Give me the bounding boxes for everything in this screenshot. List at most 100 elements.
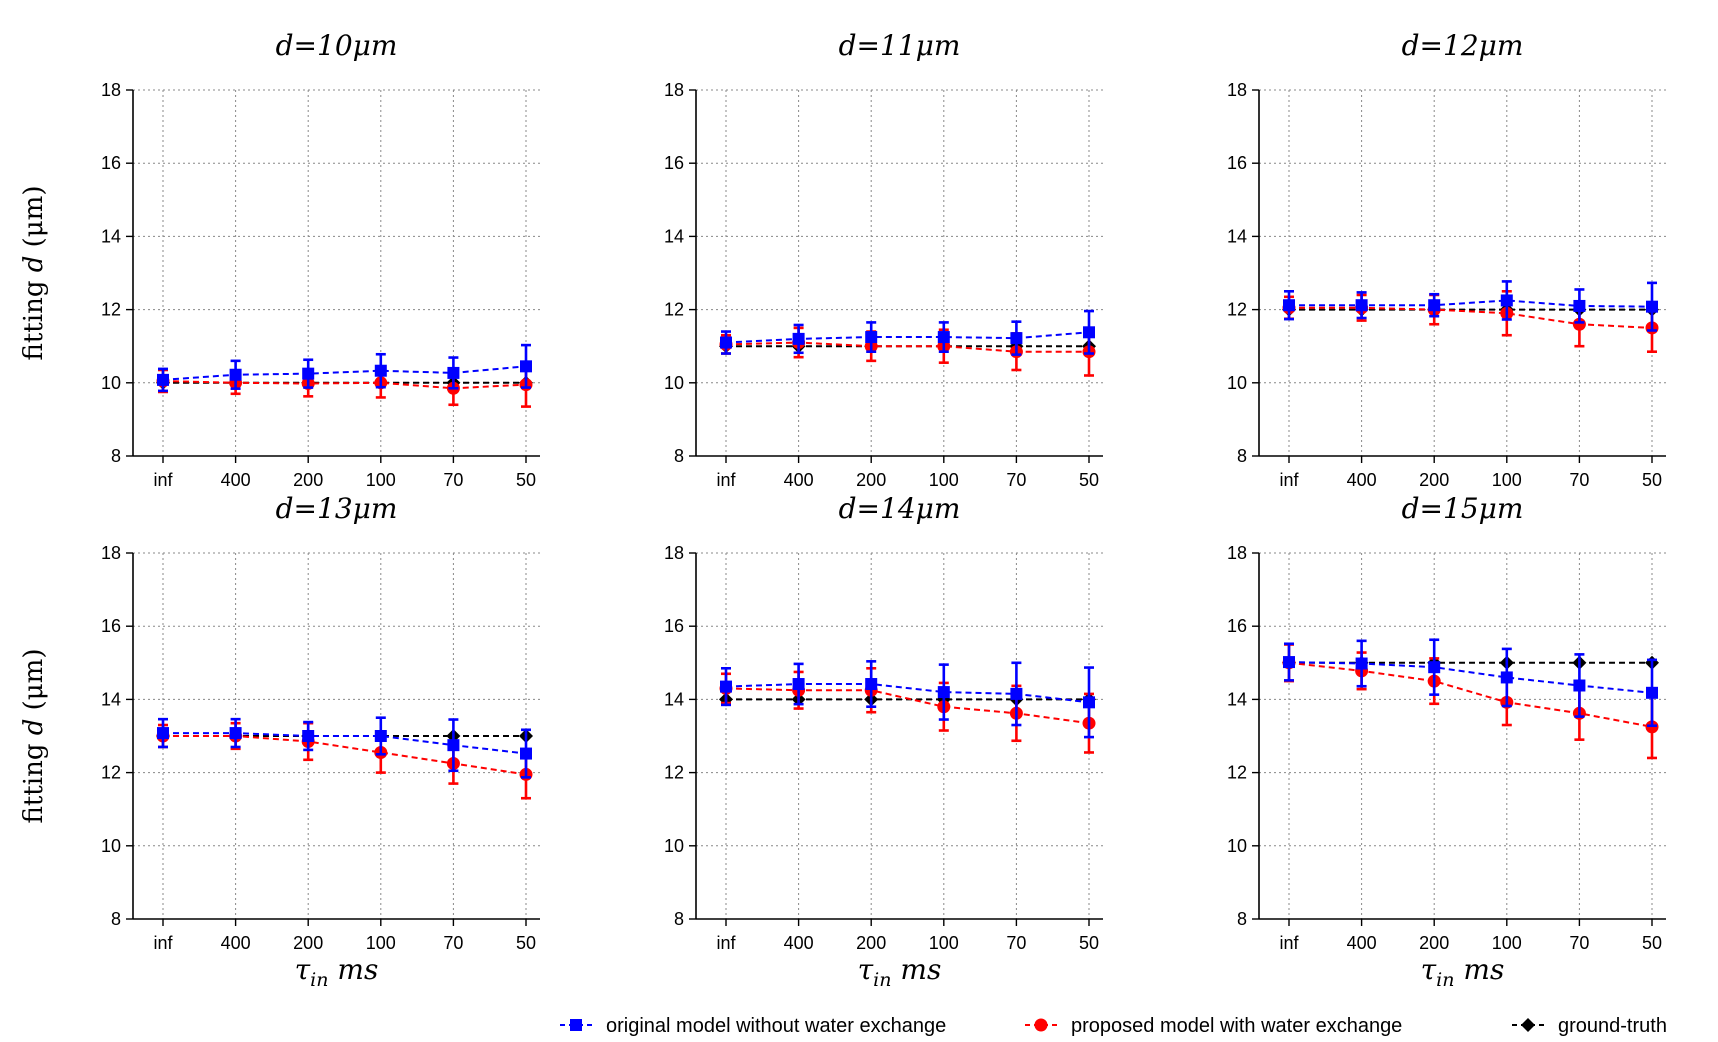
series-line-proposed: [162, 379, 527, 390]
series-original: [720, 660, 1095, 739]
x-tick-label: 100: [366, 933, 396, 953]
y-tick-label: 10: [101, 373, 121, 393]
legend-label-proposed: proposed model with water exchange: [1071, 1015, 1402, 1037]
x-tick-label: 100: [929, 933, 959, 953]
panel-title: d=11μm: [839, 29, 961, 62]
data-point-original: [1283, 656, 1295, 669]
series-line-original: [163, 732, 527, 755]
legend-label-truth: ground-truth: [1558, 1015, 1667, 1037]
series-line-original: [725, 331, 1090, 344]
y-axis-label-prefix: fitting: [19, 272, 49, 360]
legend-label-original: original model without water exchange: [606, 1015, 946, 1037]
data-point-original: [520, 360, 532, 373]
y-tick-label: 16: [664, 616, 684, 636]
x-tick-label: inf: [1279, 470, 1299, 490]
chart-panel-2: d=11μm 8 10 12 14 16 18 inf 400 200 100 70 50: [664, 29, 1103, 490]
legend-item-original: original model without water exchange: [560, 1015, 946, 1037]
x-tick-label: 50: [1642, 933, 1662, 953]
data-point-original: [520, 747, 532, 760]
x-tick-label: 70: [443, 933, 463, 953]
y-axis-label: fitting d (μm): [19, 649, 49, 824]
y-tick-label: 18: [101, 543, 121, 563]
data-point-original: [1500, 294, 1513, 307]
y-tick-label: 12: [1227, 300, 1247, 320]
panel-title-var: d: [839, 492, 857, 525]
x-tick-label: 400: [784, 470, 814, 490]
y-tick-label: 8: [674, 909, 684, 929]
legend-marker-truth: [1521, 1018, 1535, 1032]
series-line-proposed: [725, 341, 1089, 353]
series-original: [720, 309, 1095, 356]
x-axis-label-sub: in: [310, 969, 328, 991]
x-tick-label: 200: [293, 470, 323, 490]
data-point-original: [1500, 671, 1513, 684]
x-tick-label: 70: [1006, 933, 1026, 953]
y-tick-label: 16: [101, 153, 121, 173]
series-proposed: [156, 361, 533, 408]
series-proposed: [1282, 643, 1659, 760]
y-tick-label: 8: [111, 446, 121, 466]
y-axis-label-var: d: [19, 719, 49, 736]
y-tick-label: 12: [664, 300, 684, 320]
x-tick-label: 400: [1347, 470, 1377, 490]
data-point-original: [302, 367, 315, 380]
x-axis-label-unit: ms: [1455, 953, 1505, 986]
y-tick-label: 10: [664, 373, 684, 393]
data-point-original: [157, 373, 169, 386]
data-point-original: [374, 730, 387, 742]
series-line-proposed: [725, 687, 1090, 725]
series-line-proposed: [1288, 661, 1653, 728]
data-point-original: [1428, 661, 1441, 674]
data-point-original: [229, 727, 242, 740]
data-point-original: [447, 366, 460, 379]
x-axis-label: τin ms: [1421, 953, 1505, 991]
panel-title-var: d: [276, 29, 294, 62]
data-point-original: [1283, 299, 1295, 312]
panel-title-rest: =10μm: [294, 29, 398, 62]
x-axis-label-var: τ: [295, 953, 311, 986]
x-tick-label: 200: [856, 933, 886, 953]
series-original: [1283, 638, 1658, 728]
x-tick-label: 100: [929, 470, 959, 490]
data-point-original: [937, 331, 950, 344]
data-point-original: [937, 686, 950, 699]
chart-panel-5: d=14μm 8 10 12 14 16 18 inf 400 200 100 70 50 τin ms: [664, 492, 1103, 991]
y-tick-label: 8: [1237, 446, 1247, 466]
legend-item-proposed: proposed model with water exchange: [1025, 1015, 1402, 1037]
x-tick-label: 70: [1006, 470, 1026, 490]
series-truth: [1282, 302, 1659, 317]
data-point-original: [302, 730, 315, 742]
panel-title-var: d: [1402, 29, 1420, 62]
data-point-original: [1428, 299, 1441, 312]
x-tick-label: 100: [1492, 470, 1522, 490]
y-tick-label: 12: [664, 763, 684, 783]
x-tick-label: 50: [1642, 470, 1662, 490]
x-tick-label: 400: [1347, 933, 1377, 953]
data-point-proposed: [1572, 317, 1586, 331]
series-proposed: [719, 326, 1096, 377]
panel-title: d=14μm: [839, 492, 961, 525]
panel-title-rest: =15μm: [1420, 492, 1524, 525]
y-tick-label: 16: [1227, 153, 1247, 173]
x-tick-label: 200: [1419, 933, 1449, 953]
legend: original model without water exchange pro…: [560, 1015, 1667, 1037]
data-point-original: [792, 678, 805, 691]
data-point-original: [720, 336, 732, 349]
x-axis-label-unit: ms: [329, 953, 379, 986]
y-tick-label: 14: [664, 226, 684, 246]
panel-title-rest: =12μm: [1420, 29, 1524, 62]
legend-marker-proposed: [1034, 1018, 1048, 1032]
data-point-original: [1355, 657, 1368, 670]
y-axis-label-unit: (μm): [19, 649, 49, 719]
data-point-original: [1010, 687, 1023, 700]
data-point-original: [1355, 299, 1368, 312]
panel-title-var: d: [839, 29, 857, 62]
x-tick-label: 70: [1569, 470, 1589, 490]
panel-title: d=13μm: [276, 492, 398, 525]
series-line-original: [1289, 299, 1653, 308]
data-point-original: [374, 364, 387, 377]
panel-title-rest: =13μm: [294, 492, 398, 525]
y-tick-label: 18: [1227, 543, 1247, 563]
